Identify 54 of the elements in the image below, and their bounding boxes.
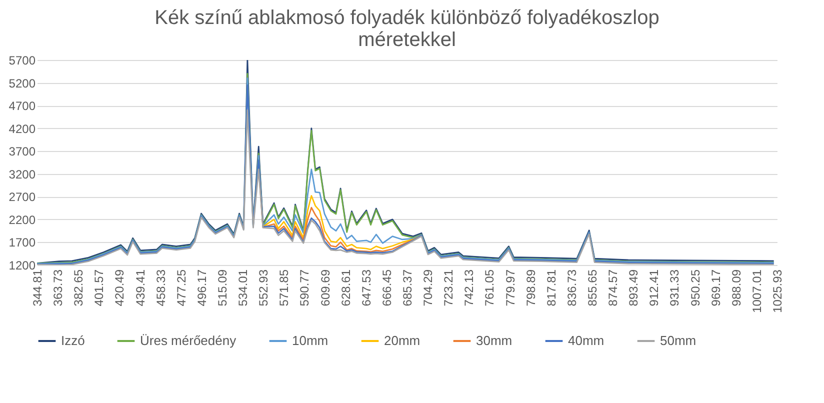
x-tick-label: 950.25 xyxy=(688,269,702,306)
x-tick-label: 836.73 xyxy=(564,269,579,306)
x-tick-label: 647.53 xyxy=(359,269,374,306)
x-tick-label: 931.33 xyxy=(668,269,682,306)
x-tick-label: 874.57 xyxy=(606,269,620,306)
x-tick-label: 363.73 xyxy=(51,269,66,306)
y-tick-label: 1700 xyxy=(8,236,36,250)
text: méretekkel xyxy=(358,29,456,51)
legend-label: Izzó xyxy=(61,333,85,348)
x-tick-label: 988.09 xyxy=(729,269,744,306)
y-tick-label: 4700 xyxy=(8,99,36,114)
x-tick-label: 723.21 xyxy=(442,269,456,306)
x-tick-label: 552.93 xyxy=(256,269,271,306)
x-tick-label: 798.89 xyxy=(524,269,538,306)
x-tick-label: 590.77 xyxy=(298,269,312,306)
y-tick-label: 3700 xyxy=(8,144,36,159)
legend-label: 10mm xyxy=(292,333,328,348)
x-tick-label: 382.65 xyxy=(72,269,86,306)
x-tick-label: 742.13 xyxy=(462,269,476,306)
x-tick-label: 420.49 xyxy=(112,269,127,306)
y-tick-label: 2700 xyxy=(8,190,36,204)
x-tick-label: 515.09 xyxy=(216,269,230,306)
x-tick-label: 666.45 xyxy=(380,269,394,306)
x-tick-label: 477.25 xyxy=(174,269,188,306)
x-tick-label: 912.41 xyxy=(647,269,662,306)
legend-label: Üres mérőedény xyxy=(140,333,237,348)
x-tick-label: 458.33 xyxy=(154,269,168,306)
x-tick-label: 439.41 xyxy=(133,269,148,306)
legend-label: 40mm xyxy=(568,333,604,348)
legend-label: 50mm xyxy=(660,333,696,348)
y-tick-label: 5200 xyxy=(8,76,36,90)
x-tick-label: 893.49 xyxy=(626,269,641,306)
y-tick-label: 3200 xyxy=(8,167,36,182)
x-tick-label: 571.85 xyxy=(277,269,292,306)
x-tick-label: 779.97 xyxy=(503,269,518,306)
y-tick-label: 5700 xyxy=(8,54,36,68)
x-tick-label: 685.37 xyxy=(400,269,414,306)
x-tick-label: 969.17 xyxy=(708,269,723,306)
y-tick-label: 2200 xyxy=(8,212,36,227)
x-tick-label: 628.61 xyxy=(338,269,353,306)
x-tick-label: 1025.93 xyxy=(770,269,784,313)
y-tick-label: 4200 xyxy=(8,122,36,136)
text: Kék színű ablakmosó folyadék különböző folyadékoszlop xyxy=(154,7,660,29)
x-tick-label: 401.57 xyxy=(92,269,106,306)
legend-label: 20mm xyxy=(384,333,420,348)
x-tick-label: 534.01 xyxy=(236,269,250,306)
x-tick-label: 761.05 xyxy=(482,269,497,306)
x-tick-label: 1007.01 xyxy=(750,269,764,313)
x-tick-label: 609.69 xyxy=(318,269,332,306)
x-tick-label: 496.17 xyxy=(194,269,209,306)
legend-label: 30mm xyxy=(476,333,512,348)
x-tick-label: 817.81 xyxy=(544,269,558,306)
x-tick-label: 855.65 xyxy=(586,269,600,306)
x-tick-label: 704.29 xyxy=(421,269,436,306)
